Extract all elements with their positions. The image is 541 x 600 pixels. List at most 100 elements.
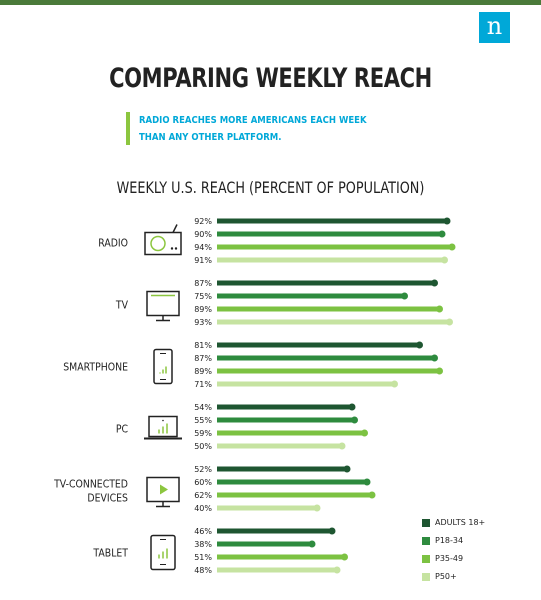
bar (217, 404, 352, 410)
value-label: 92% (194, 217, 212, 226)
bar-end-cap (348, 403, 356, 411)
tablet-icon-body (150, 534, 176, 571)
bar-end-cap (341, 553, 348, 561)
value-label: 89% (194, 305, 212, 314)
category-label: PC (116, 424, 128, 436)
value-label: 40% (194, 504, 212, 513)
value-label: 81% (194, 341, 212, 350)
bar (217, 417, 355, 423)
page-title: COMPARING WEEKLY REACH (109, 63, 432, 94)
value-label: 38% (194, 540, 212, 549)
bar-end-cap (343, 465, 351, 473)
value-label: 75% (194, 292, 212, 301)
value-label: 87% (194, 354, 212, 363)
value-label: 93% (194, 318, 212, 327)
pc-icon-screen (148, 415, 178, 438)
legend-swatch-p18-34 (422, 536, 430, 545)
legend-item-adults-18: ADULTS 18+ (422, 516, 485, 529)
bar-end-cap (338, 442, 346, 450)
bar-end-cap (368, 491, 376, 499)
bar (217, 443, 342, 449)
radio-icon-knob (170, 247, 174, 250)
top-accent-bar (0, 0, 541, 5)
legend-item-p18-34: P18-34 (422, 534, 485, 547)
bar-end-cap (313, 504, 321, 512)
bar (217, 430, 365, 436)
legend-swatch-p50-plus (422, 572, 430, 581)
radio-icon-body (144, 231, 182, 256)
value-label: 62% (194, 491, 212, 500)
bar (217, 306, 440, 312)
bar (217, 218, 447, 224)
bar-end-cap (431, 279, 438, 287)
bar (217, 505, 317, 511)
legend-label-p35-49: P35-49 (435, 554, 464, 563)
value-label: 55% (194, 416, 212, 425)
radio-icon-knob (174, 247, 178, 250)
category-label: TV-CONNECTED (53, 479, 128, 491)
bar (217, 528, 332, 534)
bar-end-cap (351, 416, 358, 424)
category-label: TV (115, 300, 128, 312)
bar-end-cap (401, 292, 408, 300)
value-label: 94% (194, 243, 212, 252)
bar (217, 368, 440, 374)
value-label: 91% (194, 256, 212, 265)
bar (217, 492, 372, 498)
bar (217, 293, 405, 299)
legend-item-p50-plus: P50+ (422, 570, 485, 583)
value-label: 50% (194, 442, 212, 451)
chart-title: WEEKLY U.S. REACH (PERCENT OF POPULATION… (116, 178, 425, 197)
subtitle: RADIO REACHES MORE AMERICANS EACH WEEK T… (139, 112, 367, 146)
bar-end-cap (431, 354, 438, 362)
bar (217, 355, 435, 361)
value-label: 54% (194, 403, 212, 412)
subtitle-line-2: THAN ANY OTHER PLATFORM. (139, 132, 282, 143)
value-label: 71% (194, 380, 212, 389)
bar (217, 466, 347, 472)
value-label: 48% (194, 566, 212, 575)
bar (217, 554, 345, 560)
bar (217, 319, 450, 325)
legend-item-p35-49: P35-49 (422, 552, 485, 565)
bar (217, 231, 442, 237)
value-label: 90% (194, 230, 212, 239)
legend-swatch-adults-18 (422, 518, 430, 527)
legend-swatch-p35-49 (422, 554, 430, 563)
bar (217, 280, 435, 286)
bar-end-cap (436, 305, 443, 313)
pc-icon-camera (162, 419, 164, 422)
category-label: TABLET (93, 548, 129, 560)
value-label: 52% (194, 465, 212, 474)
tv-connected-icon-play (160, 484, 168, 495)
subtitle-line-1: RADIO REACHES MORE AMERICANS EACH WEEK (139, 115, 367, 126)
bar-end-cap (363, 478, 371, 486)
bar-end-cap (438, 230, 446, 238)
bar (217, 479, 367, 485)
bar-end-cap (436, 367, 443, 375)
chart-legend: ADULTS 18+ P18-34 P35-49 P50+ (422, 516, 485, 588)
bar (217, 541, 312, 547)
smartphone-icon-body (153, 348, 173, 385)
radio-icon-antenna (172, 224, 178, 233)
bar-end-cap (333, 566, 341, 574)
category-label: DEVICES (87, 493, 128, 505)
bar-end-cap (391, 380, 398, 388)
bar-end-cap (443, 217, 451, 225)
bar-end-cap (308, 540, 316, 548)
nielsen-logo: n (479, 12, 510, 43)
value-label: 46% (194, 527, 212, 536)
bar (217, 257, 445, 263)
legend-label-p18-34: P18-34 (435, 536, 464, 545)
legend-label-p50-plus: P50+ (435, 572, 457, 581)
bar-end-cap (446, 318, 453, 326)
bar-end-cap (416, 341, 423, 349)
bar (217, 342, 420, 348)
bar (217, 567, 337, 573)
category-label: RADIO (98, 238, 128, 250)
bar (217, 381, 395, 387)
radio-icon-speaker (150, 235, 166, 252)
bar-end-cap (361, 429, 368, 437)
legend-label-adults-18: ADULTS 18+ (435, 518, 486, 527)
